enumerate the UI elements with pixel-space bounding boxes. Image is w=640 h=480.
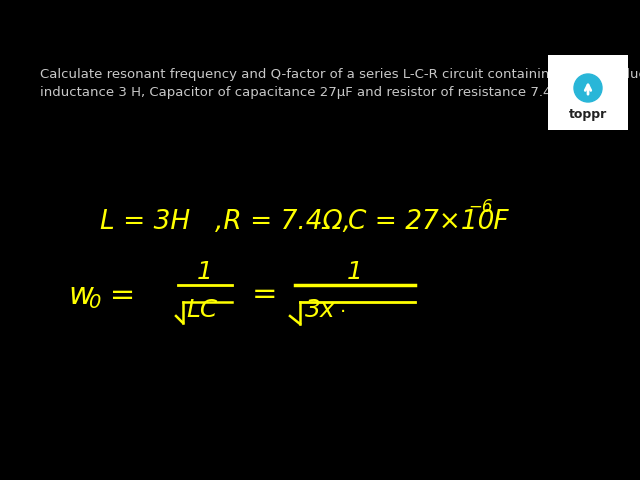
Text: w: w [68,280,93,310]
Text: L = 3H: L = 3H [100,209,190,235]
Text: ,R = 7.4Ω,: ,R = 7.4Ω, [215,209,351,235]
FancyBboxPatch shape [548,55,628,130]
Text: toppr: toppr [569,108,607,121]
Text: −6: −6 [468,198,493,216]
Text: 1: 1 [347,260,363,284]
Text: F: F [485,209,509,235]
Text: 1: 1 [197,260,213,284]
Text: inductance 3 H, Capacitor of capacitance 27μF and resistor of resistance 7.4Ω.: inductance 3 H, Capacitor of capacitance… [40,86,566,99]
Text: Calculate resonant frequency and Q-factor of a series L-C-R circuit containing a: Calculate resonant frequency and Q-facto… [40,68,640,81]
Text: =: = [100,280,135,310]
Text: 3x: 3x [305,298,335,322]
Text: 0: 0 [88,293,100,312]
Text: ·: · [340,302,346,322]
Circle shape [574,74,602,102]
Text: LC: LC [186,298,218,322]
Text: =: = [252,280,278,310]
Text: C = 27×10: C = 27×10 [348,209,494,235]
